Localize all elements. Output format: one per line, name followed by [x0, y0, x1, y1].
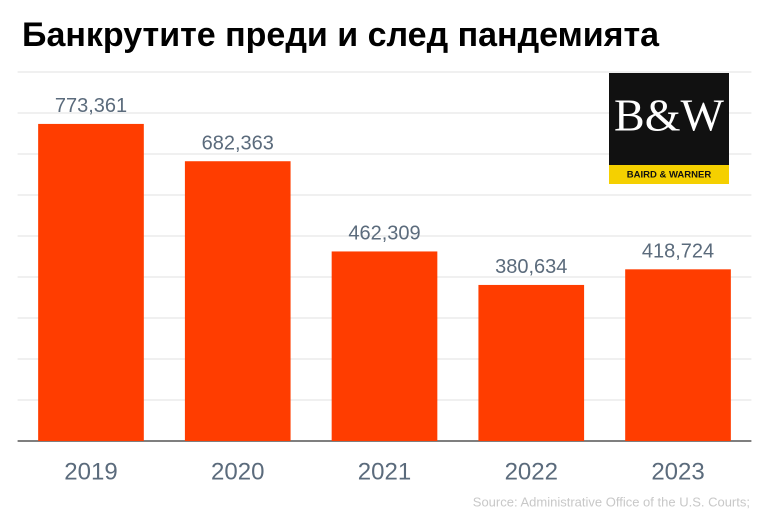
- bar: [478, 284, 585, 441]
- bar: [331, 251, 438, 441]
- source-note: Source: Administrative Office of the U.S…: [473, 494, 750, 509]
- value-label: 418,724: [642, 241, 714, 263]
- x-tick-label: 2022: [505, 458, 558, 485]
- bar: [184, 161, 291, 441]
- chart-title: Банкрутите преди и след пандемията: [22, 16, 660, 54]
- x-tick-label: 2020: [211, 458, 264, 485]
- logo-mark: B&W: [614, 90, 724, 141]
- x-tick-label: 2021: [358, 458, 411, 485]
- value-label: 380,634: [495, 256, 567, 278]
- x-tick-label: 2019: [64, 458, 117, 485]
- logo: B&W BAIRD & WARNER: [609, 73, 729, 184]
- logo-strip: [609, 165, 729, 184]
- bar: [38, 123, 144, 441]
- bar: [625, 269, 731, 441]
- value-label: 682,363: [202, 133, 274, 155]
- logo-name: BAIRD & WARNER: [627, 170, 712, 181]
- value-label: 773,361: [55, 95, 127, 117]
- x-tick-label: 2023: [651, 458, 704, 485]
- value-label: 462,309: [348, 223, 420, 245]
